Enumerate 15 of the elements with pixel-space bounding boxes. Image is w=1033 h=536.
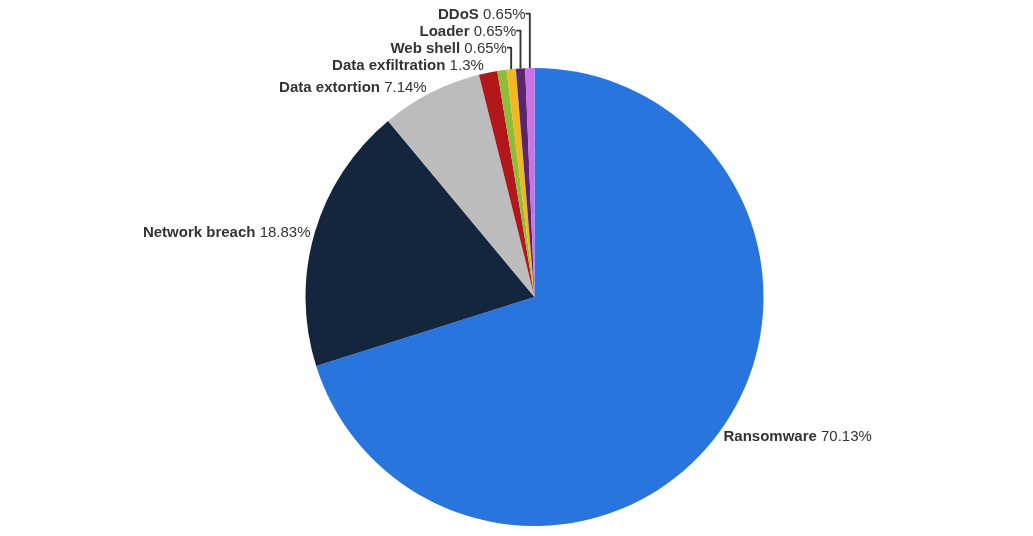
data-label: 70.13% — [820, 426, 872, 444]
data-label: 0.65% — [483, 5, 526, 23]
data-label: 1.3% — [449, 56, 484, 74]
data-label: 0.65% — [473, 22, 517, 40]
data-label: 18.83% — [259, 223, 311, 241]
slice-label: Data extortion — [279, 77, 380, 95]
pie-slice — [525, 68, 535, 297]
slice-label: Ransomware — [723, 426, 817, 444]
slice-label: Loader — [419, 22, 470, 40]
data-label: 7.14% — [384, 77, 427, 95]
slice-label: Data exfiltration — [332, 56, 446, 74]
data-label: 0.65% — [464, 39, 507, 57]
slice-label: DDoS — [438, 5, 479, 23]
slice-label: Web shell — [390, 39, 461, 57]
slice-label: Network breach — [142, 223, 256, 241]
